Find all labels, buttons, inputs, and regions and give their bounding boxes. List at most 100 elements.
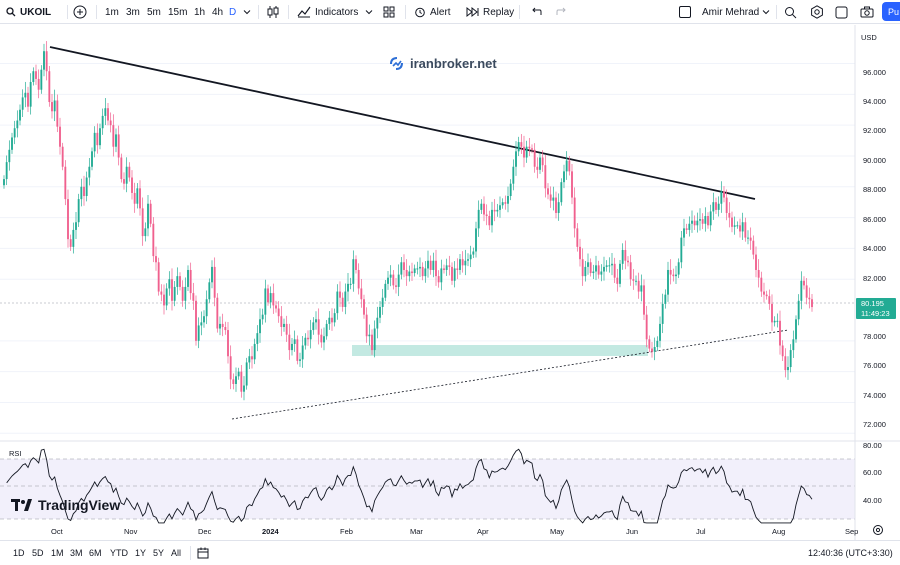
indicators-button[interactable]: Indicators <box>297 0 358 24</box>
candle-body <box>787 367 789 371</box>
candle-body <box>797 300 800 320</box>
candle-body <box>125 166 128 184</box>
range-1d[interactable]: 1D <box>13 541 25 565</box>
candle-body <box>189 269 192 294</box>
range-5d[interactable]: 5D <box>32 541 44 565</box>
go-to-date-button[interactable] <box>197 541 210 565</box>
price-tick: 88.000 <box>863 185 886 194</box>
tradingview-logo[interactable]: TradingView <box>11 497 120 513</box>
range-1m[interactable]: 1M <box>51 541 64 565</box>
candle-body <box>405 269 408 277</box>
replay-button[interactable]: Replay <box>466 0 514 24</box>
axis-settings-button[interactable] <box>872 523 884 541</box>
compare-symbol-button[interactable] <box>73 0 87 24</box>
candle-body <box>64 166 67 200</box>
candle-body <box>427 260 429 269</box>
candle-body <box>469 254 472 260</box>
candle-body <box>696 220 699 226</box>
range-ytd[interactable]: YTD <box>110 541 128 565</box>
candle-body <box>299 359 301 361</box>
currency-label[interactable]: USD <box>861 33 877 42</box>
interval-1m[interactable]: 1m <box>105 0 119 24</box>
interval-label: D <box>229 6 237 18</box>
time-tick: Sep <box>845 527 859 536</box>
fullscreen-button[interactable] <box>835 0 848 24</box>
undo-button[interactable] <box>530 0 542 24</box>
user-menu[interactable]: Amir Mehrad <box>702 0 759 24</box>
interval-dropdown[interactable] <box>243 0 251 24</box>
range-3m[interactable]: 3M <box>70 541 83 565</box>
quick-search-button[interactable] <box>784 0 797 24</box>
candle-body <box>664 294 667 304</box>
candle-body <box>259 319 261 334</box>
rsi-tick: 80.00 <box>863 441 882 450</box>
range-5y[interactable]: 5Y <box>153 541 164 565</box>
chart-canvas[interactable] <box>0 25 900 540</box>
settings-button[interactable] <box>810 0 824 24</box>
candle-body <box>408 271 411 277</box>
support-trendline[interactable] <box>231 329 789 420</box>
toolbar-divider <box>405 5 406 19</box>
candles-icon <box>266 5 280 19</box>
candle-body <box>285 323 288 335</box>
candle-body <box>605 265 608 267</box>
candle-body <box>168 279 171 289</box>
candle-body <box>437 276 440 283</box>
toolbar-divider <box>258 5 259 19</box>
layouts-button[interactable] <box>383 0 395 24</box>
candle-body <box>48 71 51 103</box>
candle-body <box>11 137 13 150</box>
symbol-search[interactable]: UKOIL <box>6 0 51 24</box>
candle-body <box>701 219 704 224</box>
interval-1h[interactable]: 1h <box>194 0 205 24</box>
candle-body <box>763 291 765 295</box>
indicators-icon <box>297 6 311 18</box>
snapshot-button[interactable] <box>860 0 874 24</box>
candle-body <box>507 196 509 204</box>
interval-d[interactable]: D <box>229 0 236 24</box>
candle-body <box>307 337 309 340</box>
calendar-icon <box>197 547 210 559</box>
candle-body <box>699 219 701 221</box>
candle-body <box>237 371 240 377</box>
candle-body <box>504 202 507 204</box>
interval-4h[interactable]: 4h <box>212 0 223 24</box>
candle-body <box>363 299 365 315</box>
interval-5m[interactable]: 5m <box>147 0 161 24</box>
candle-body <box>221 323 224 327</box>
demand-zone-rectangle[interactable] <box>352 345 648 356</box>
indicators-label: Indicators <box>315 6 359 18</box>
user-menu-dropdown[interactable] <box>762 0 770 24</box>
range-1y[interactable]: 1Y <box>135 541 146 565</box>
interval-3m[interactable]: 3m <box>126 0 140 24</box>
indicators-dropdown[interactable] <box>365 0 373 24</box>
candle-body <box>328 317 331 324</box>
candle-body <box>435 260 437 277</box>
chevron-down-icon <box>365 8 373 16</box>
candle-body <box>795 319 797 340</box>
range-all[interactable]: All <box>171 541 181 565</box>
candle-body <box>747 237 749 239</box>
candle-body <box>37 78 40 90</box>
chevron-down-icon <box>243 8 251 16</box>
rsi-legend-label[interactable]: RSI <box>9 449 22 458</box>
candle-body <box>589 262 592 274</box>
publish-button[interactable]: Pu <box>882 2 900 21</box>
candle-body <box>400 262 403 275</box>
candle-body <box>443 268 445 270</box>
candle-body <box>181 286 184 301</box>
candle-body <box>555 197 557 213</box>
range-6m[interactable]: 6M <box>89 541 102 565</box>
timezone-clock[interactable]: 12:40:36 (UTC+3:30) <box>808 541 893 565</box>
candle-body <box>581 259 584 277</box>
layout-checkbox[interactable] <box>679 0 691 24</box>
redo-button[interactable] <box>556 0 568 24</box>
candle-body <box>624 249 627 261</box>
undo-icon <box>530 7 542 17</box>
resistance-trendline[interactable] <box>49 46 756 200</box>
interval-15m[interactable]: 15m <box>168 0 187 24</box>
gear-icon <box>810 5 824 19</box>
alert-button[interactable]: Alert <box>414 0 451 24</box>
chart-type-button[interactable] <box>266 0 280 24</box>
rsi-tick: 60.00 <box>863 468 882 477</box>
